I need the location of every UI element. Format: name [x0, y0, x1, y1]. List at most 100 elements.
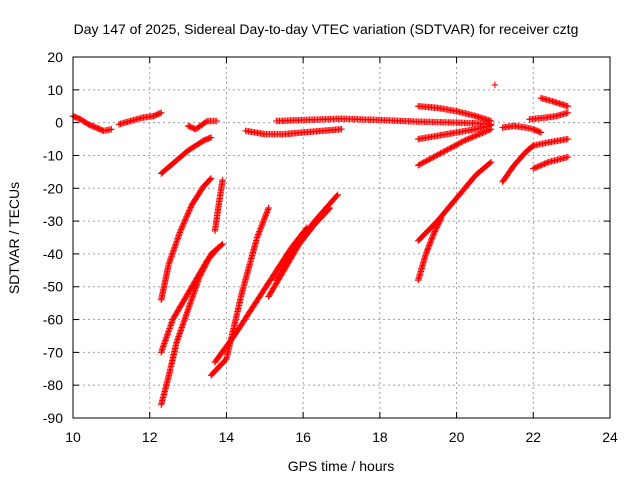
data-point-marker	[184, 211, 191, 219]
data-point-marker	[198, 269, 205, 277]
data-point-marker	[544, 159, 551, 166]
data-point-marker	[528, 143, 536, 150]
x-tick-label: 20	[449, 429, 465, 445]
data-point-marker	[428, 154, 436, 162]
data-point-marker	[199, 266, 207, 274]
series-points	[415, 126, 495, 169]
y-tick-label: -10	[43, 147, 63, 163]
data-point-marker	[188, 202, 195, 210]
data-point-marker	[201, 264, 208, 271]
data-point-marker	[182, 216, 189, 223]
data-point-marker	[436, 217, 444, 224]
series-points	[491, 81, 499, 89]
data-point-marker	[433, 224, 440, 231]
x-axis-label: GPS time / hours	[288, 458, 395, 474]
y-tick-label: 10	[47, 82, 63, 98]
data-point-marker	[463, 136, 471, 143]
data-point-marker	[531, 164, 538, 172]
data-point-marker	[264, 206, 272, 213]
series-points	[415, 214, 445, 284]
data-point-marker	[487, 126, 495, 133]
data-point-marker	[433, 152, 440, 159]
data-point-marker	[202, 118, 210, 126]
data-point-marker	[436, 218, 443, 226]
data-point-marker	[476, 130, 483, 138]
data-point-marker	[424, 156, 432, 164]
data-point-marker	[158, 109, 165, 116]
data-point-marker	[486, 126, 493, 134]
y-tick-label: -30	[43, 213, 63, 229]
data-point-marker	[452, 141, 460, 149]
data-point-marker	[479, 129, 486, 137]
series-points	[115, 109, 165, 128]
data-point-marker	[262, 212, 269, 219]
data-point-marker	[487, 158, 495, 166]
data-point-marker	[473, 132, 480, 139]
x-tick-label: 22	[525, 429, 541, 445]
series-points	[211, 176, 226, 235]
data-point-marker	[470, 133, 478, 140]
data-point-marker	[179, 221, 187, 229]
data-point-marker	[180, 220, 187, 227]
data-point-marker	[440, 148, 447, 156]
data-point-marker	[181, 217, 189, 224]
series-points	[499, 142, 537, 185]
data-point-marker	[530, 165, 537, 172]
data-point-marker	[256, 228, 263, 235]
data-point-marker	[206, 253, 213, 260]
data-point-marker	[477, 130, 485, 137]
data-point-marker	[333, 192, 340, 200]
series-points	[273, 191, 341, 284]
data-point-marker	[465, 135, 472, 143]
data-point-marker	[474, 131, 482, 138]
data-point-marker	[480, 129, 488, 136]
data-point-marker	[530, 142, 537, 149]
data-point-marker	[564, 153, 572, 161]
data-point-marker	[338, 126, 345, 133]
data-point-marker	[255, 229, 263, 237]
data-point-marker	[483, 127, 490, 135]
data-point-marker	[431, 153, 439, 160]
data-point-marker	[438, 149, 446, 156]
x-tick-label: 12	[142, 429, 158, 445]
data-point-marker	[564, 109, 572, 116]
data-point-marker	[485, 127, 492, 134]
data-point-marker	[423, 157, 430, 165]
data-point-marker	[435, 220, 442, 227]
x-tick-labels: 10 12 14 16 18 20 22 24	[65, 429, 618, 445]
data-point-marker	[185, 208, 192, 216]
data-points	[69, 81, 572, 409]
data-point-marker	[196, 273, 203, 281]
data-point-marker	[458, 138, 465, 146]
data-point-marker	[430, 229, 438, 237]
y-axis-label: SDTVAR / TECUs	[6, 182, 22, 294]
chart-title: Day 147 of 2025, Sidereal Day-to-day VTE…	[74, 21, 579, 37]
data-point-marker	[257, 223, 265, 231]
data-point-marker	[462, 136, 469, 144]
series-points	[499, 122, 545, 136]
data-point-marker	[254, 232, 261, 240]
data-point-marker	[259, 219, 267, 226]
y-tick-label: -50	[43, 279, 63, 295]
series-points	[158, 240, 226, 409]
data-point-marker	[182, 214, 190, 222]
series-points	[273, 115, 495, 128]
series-points	[69, 112, 115, 135]
data-point-marker	[437, 150, 444, 157]
series-points	[184, 117, 221, 133]
data-point-marker	[444, 146, 451, 153]
axis-ticks	[72, 56, 611, 419]
data-point-marker	[261, 215, 268, 222]
data-point-marker	[213, 117, 221, 125]
data-point-marker	[207, 134, 215, 141]
x-tick-label: 14	[219, 429, 235, 445]
data-point-marker	[203, 258, 211, 266]
data-point-marker	[415, 162, 422, 169]
data-point-marker	[204, 257, 211, 264]
data-point-marker	[469, 133, 476, 141]
series-points	[537, 94, 572, 110]
data-point-marker	[334, 191, 341, 199]
data-point-marker	[430, 231, 437, 238]
data-point-marker	[179, 223, 186, 230]
